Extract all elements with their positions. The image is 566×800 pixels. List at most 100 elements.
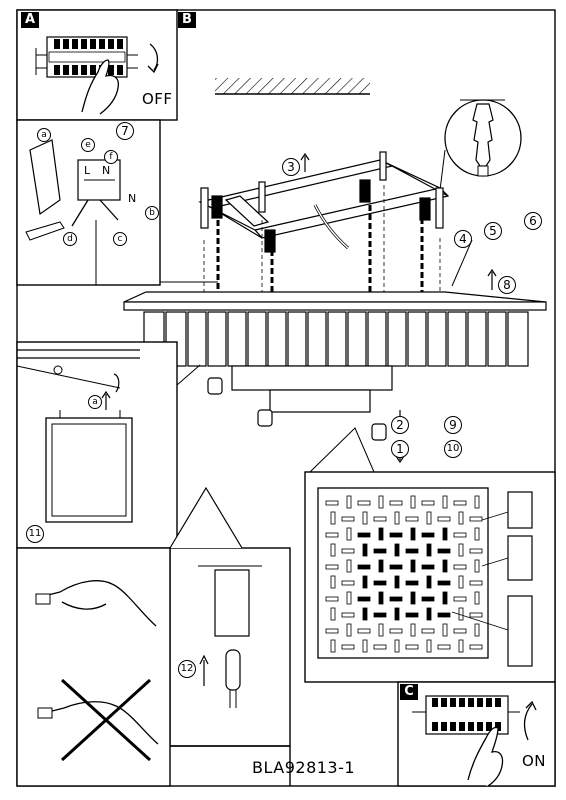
hand-icon: [81, 59, 120, 115]
glass-piece: [453, 500, 467, 506]
glass-piece: [341, 644, 355, 650]
on-caption: ON: [522, 752, 547, 770]
glass-piece: [378, 623, 384, 637]
glass-piece: [474, 591, 480, 605]
glass-piece: [378, 591, 384, 605]
glass-piece: [346, 559, 352, 573]
off-caption: OFF: [142, 90, 173, 108]
glass-piece: [330, 639, 336, 653]
glass-piece: [442, 527, 448, 541]
glass-piece: [373, 516, 387, 522]
glass-piece: [458, 511, 464, 525]
chandelier-body: [123, 291, 547, 413]
step-3: 3: [282, 158, 300, 176]
wire-label-a: a: [37, 128, 51, 142]
glass-piece: [426, 607, 432, 621]
dowel-icon: [472, 103, 494, 167]
panel-letter-b: B: [178, 12, 196, 28]
glass-piece: [474, 495, 480, 509]
wire-label-l: L: [84, 164, 91, 177]
glass-piece: [426, 639, 432, 653]
glass-piece: [453, 596, 467, 602]
glass-piece: [346, 623, 352, 637]
wire-label-n-top: N: [102, 164, 111, 177]
glass-piece: [469, 644, 483, 650]
glass-piece: [474, 623, 480, 637]
wire-label-f: f: [104, 150, 118, 164]
glass-piece: [389, 596, 403, 602]
glass-piece: [394, 575, 400, 589]
glass-piece: [346, 591, 352, 605]
glass-piece: [469, 548, 483, 554]
wall-plug-inset: [439, 99, 522, 191]
step-9: 9: [444, 416, 462, 434]
glass-piece: [410, 591, 416, 605]
glass-piece: [453, 532, 467, 538]
glass-piece: [442, 559, 448, 573]
mounting-bracket: [198, 159, 450, 239]
wire-label-c: c: [113, 232, 127, 246]
glass-piece: [453, 628, 467, 634]
breaker-box-a: [35, 36, 138, 78]
glass-piece: [378, 527, 384, 541]
glass-piece: [378, 495, 384, 509]
handle-bulb-inset: [16, 547, 171, 787]
glass-piece: [458, 543, 464, 557]
panel-letter-a: A: [21, 12, 39, 28]
glass-piece: [442, 591, 448, 605]
panel-a: [16, 9, 178, 121]
glass-piece: [405, 644, 419, 650]
rotate-arrow-icon-c: [523, 703, 533, 741]
glass-piece: [330, 607, 336, 621]
step-11: 11: [26, 525, 44, 543]
glass-piece: [357, 500, 371, 506]
glass-piece: [373, 580, 387, 586]
glass-piece: [373, 548, 387, 554]
glass-piece: [325, 628, 339, 634]
hang-step-a: a: [88, 395, 102, 409]
glass-piece: [389, 564, 403, 570]
glass-piece: [421, 596, 435, 602]
glass-piece: [341, 580, 355, 586]
glass-piece: [394, 511, 400, 525]
step-6: 6: [524, 212, 542, 230]
glass-piece: [405, 548, 419, 554]
glass-piece: [357, 564, 371, 570]
glass-piece: [373, 644, 387, 650]
glass-piece: [442, 623, 448, 637]
glass-piece: [437, 644, 451, 650]
glass-piece: [410, 527, 416, 541]
glass-piece: [426, 575, 432, 589]
glass-piece: [458, 575, 464, 589]
glass-piece: [410, 623, 416, 637]
panel-letter-c: C: [400, 684, 418, 700]
glass-piece: [373, 612, 387, 618]
glass-piece: [469, 516, 483, 522]
bracket-screws: [200, 151, 444, 253]
wire-label-d: d: [63, 232, 77, 246]
glass-piece: [469, 612, 483, 618]
glass-piece: [346, 495, 352, 509]
bulbs: [207, 377, 387, 441]
pattern-marks: [325, 495, 483, 653]
glass-piece: [437, 612, 451, 618]
step-12: 12: [178, 660, 196, 678]
step-8: 8: [498, 276, 516, 294]
glass-piece: [330, 575, 336, 589]
glass-piece: [362, 543, 368, 557]
glass-piece: [437, 516, 451, 522]
glass-piece: [421, 628, 435, 634]
panel-c: [397, 681, 556, 787]
glass-piece: [442, 495, 448, 509]
glass-piece: [362, 639, 368, 653]
glass-piece: [469, 580, 483, 586]
glass-piece: [325, 564, 339, 570]
glass-piece: [405, 580, 419, 586]
model-label-box: [170, 745, 291, 786]
model-code: BLA92813-1: [252, 758, 356, 777]
rotate-arrow-icon: [149, 43, 159, 71]
glass-piece: [437, 580, 451, 586]
glass-piece: [474, 527, 480, 541]
glass-piece: [357, 628, 371, 634]
step-2: 2: [391, 416, 409, 434]
